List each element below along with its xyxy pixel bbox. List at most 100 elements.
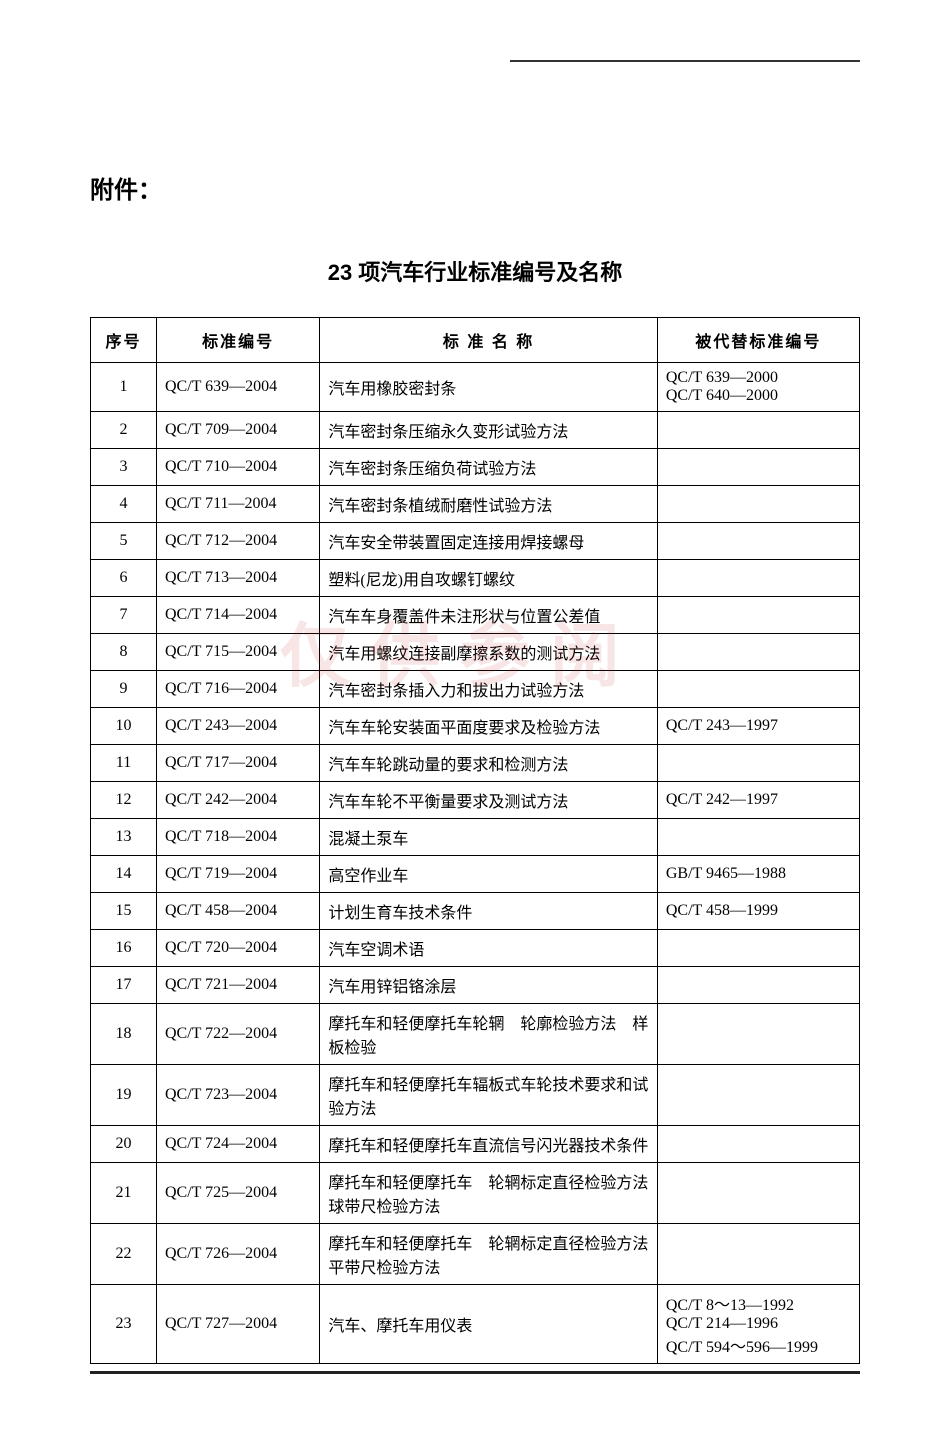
cell-code: QC/T 712—2004: [156, 523, 319, 560]
cell-name: 汽车、摩托车用仪表: [320, 1285, 658, 1364]
cell-replaced: [657, 819, 859, 856]
table-row: 23QC/T 727—2004汽车、摩托车用仪表QC/T 8～13—1992 Q…: [91, 1285, 860, 1364]
cell-code: QC/T 711—2004: [156, 486, 319, 523]
cell-replaced: [657, 930, 859, 967]
table-row: 11QC/T 717—2004汽车车轮跳动量的要求和检测方法: [91, 745, 860, 782]
cell-code: QC/T 715—2004: [156, 634, 319, 671]
cell-code: QC/T 724—2004: [156, 1126, 319, 1163]
bottom-rule: [90, 1371, 860, 1374]
cell-seq: 2: [91, 412, 157, 449]
cell-seq: 10: [91, 708, 157, 745]
table-row: 18QC/T 722—2004摩托车和轻便摩托车轮辋 轮廓检验方法 样板检验: [91, 1004, 860, 1065]
table-row: 7QC/T 714—2004汽车车身覆盖件未注形状与位置公差值: [91, 597, 860, 634]
cell-replaced: GB/T 9465—1988: [657, 856, 859, 893]
cell-code: QC/T 727—2004: [156, 1285, 319, 1364]
cell-code: QC/T 726—2004: [156, 1224, 319, 1285]
table-row: 16QC/T 720—2004汽车空调术语: [91, 930, 860, 967]
cell-name: 汽车车轮跳动量的要求和检测方法: [320, 745, 658, 782]
cell-name: 汽车密封条插入力和拔出力试验方法: [320, 671, 658, 708]
cell-replaced: QC/T 243—1997: [657, 708, 859, 745]
col-header-seq: 序号: [91, 318, 157, 363]
cell-replaced: [657, 671, 859, 708]
cell-code: QC/T 718—2004: [156, 819, 319, 856]
cell-seq: 20: [91, 1126, 157, 1163]
table-row: 1QC/T 639—2004汽车用橡胶密封条QC/T 639—2000 QC/T…: [91, 363, 860, 412]
col-header-name: 标 准 名 称: [320, 318, 658, 363]
standards-table: 序号 标准编号 标 准 名 称 被代替标准编号 1QC/T 639—2004汽车…: [90, 317, 860, 1364]
cell-replaced: [657, 745, 859, 782]
cell-code: QC/T 458—2004: [156, 893, 319, 930]
cell-code: QC/T 725—2004: [156, 1163, 319, 1224]
cell-replaced: [657, 1004, 859, 1065]
cell-name: 摩托车和轻便摩托车直流信号闪光器技术条件: [320, 1126, 658, 1163]
cell-code: QC/T 639—2004: [156, 363, 319, 412]
cell-seq: 23: [91, 1285, 157, 1364]
cell-name: 高空作业车: [320, 856, 658, 893]
cell-seq: 9: [91, 671, 157, 708]
table-row: 17QC/T 721—2004汽车用锌铝铬涂层: [91, 967, 860, 1004]
cell-replaced: [657, 1224, 859, 1285]
cell-code: QC/T 722—2004: [156, 1004, 319, 1065]
cell-seq: 1: [91, 363, 157, 412]
cell-replaced: [657, 1065, 859, 1126]
cell-name: 混凝土泵车: [320, 819, 658, 856]
cell-replaced: [657, 634, 859, 671]
table-row: 4QC/T 711—2004汽车密封条植绒耐磨性试验方法: [91, 486, 860, 523]
table-row: 15QC/T 458—2004计划生育车技术条件QC/T 458—1999: [91, 893, 860, 930]
table-row: 12QC/T 242—2004汽车车轮不平衡量要求及测试方法QC/T 242—1…: [91, 782, 860, 819]
cell-name: 汽车空调术语: [320, 930, 658, 967]
table-row: 19QC/T 723—2004摩托车和轻便摩托车辐板式车轮技术要求和试验方法: [91, 1065, 860, 1126]
cell-replaced: QC/T 8～13—1992 QC/T 214—1996 QC/T 594～59…: [657, 1285, 859, 1364]
cell-code: QC/T 716—2004: [156, 671, 319, 708]
cell-name: 汽车车轮安装面平面度要求及检验方法: [320, 708, 658, 745]
cell-name: 汽车密封条植绒耐磨性试验方法: [320, 486, 658, 523]
table-row: 14QC/T 719—2004高空作业车GB/T 9465—1988: [91, 856, 860, 893]
cell-name: 汽车车轮不平衡量要求及测试方法: [320, 782, 658, 819]
cell-replaced: [657, 486, 859, 523]
cell-name: 塑料(尼龙)用自攻螺钉螺纹: [320, 560, 658, 597]
cell-name: 汽车密封条压缩永久变形试验方法: [320, 412, 658, 449]
cell-replaced: QC/T 458—1999: [657, 893, 859, 930]
cell-replaced: [657, 412, 859, 449]
cell-seq: 22: [91, 1224, 157, 1285]
cell-seq: 14: [91, 856, 157, 893]
page: 附件： 23 项汽车行业标准编号及名称 仅供参阅 序号 标准编号 标 准 名 称…: [0, 0, 950, 1444]
table-row: 5QC/T 712—2004汽车安全带装置固定连接用焊接螺母: [91, 523, 860, 560]
cell-seq: 21: [91, 1163, 157, 1224]
cell-replaced: QC/T 639—2000 QC/T 640—2000: [657, 363, 859, 412]
table-row: 20QC/T 724—2004摩托车和轻便摩托车直流信号闪光器技术条件: [91, 1126, 860, 1163]
cell-code: QC/T 713—2004: [156, 560, 319, 597]
cell-seq: 13: [91, 819, 157, 856]
cell-replaced: [657, 449, 859, 486]
cell-seq: 17: [91, 967, 157, 1004]
table-row: 3QC/T 710—2004汽车密封条压缩负荷试验方法: [91, 449, 860, 486]
cell-name: 汽车密封条压缩负荷试验方法: [320, 449, 658, 486]
cell-name: 摩托车和轻便摩托车辐板式车轮技术要求和试验方法: [320, 1065, 658, 1126]
cell-seq: 8: [91, 634, 157, 671]
table-row: 9QC/T 716—2004汽车密封条插入力和拔出力试验方法: [91, 671, 860, 708]
cell-code: QC/T 242—2004: [156, 782, 319, 819]
table-row: 6QC/T 713—2004塑料(尼龙)用自攻螺钉螺纹: [91, 560, 860, 597]
cell-code: QC/T 710—2004: [156, 449, 319, 486]
table-row: 10QC/T 243—2004汽车车轮安装面平面度要求及检验方法QC/T 243…: [91, 708, 860, 745]
cell-name: 汽车用橡胶密封条: [320, 363, 658, 412]
cell-code: QC/T 719—2004: [156, 856, 319, 893]
cell-code: QC/T 243—2004: [156, 708, 319, 745]
cell-seq: 6: [91, 560, 157, 597]
cell-name: 摩托车和轻便摩托车 轮辋标定直径检验方法 平带尺检验方法: [320, 1224, 658, 1285]
table-row: 22QC/T 726—2004摩托车和轻便摩托车 轮辋标定直径检验方法 平带尺检…: [91, 1224, 860, 1285]
cell-name: 汽车安全带装置固定连接用焊接螺母: [320, 523, 658, 560]
cell-code: QC/T 723—2004: [156, 1065, 319, 1126]
cell-name: 摩托车和轻便摩托车 轮辋标定直径检验方法 球带尺检验方法: [320, 1163, 658, 1224]
cell-seq: 5: [91, 523, 157, 560]
cell-replaced: [657, 967, 859, 1004]
cell-replaced: [657, 1126, 859, 1163]
cell-seq: 16: [91, 930, 157, 967]
col-header-replaced: 被代替标准编号: [657, 318, 859, 363]
cell-replaced: QC/T 242—1997: [657, 782, 859, 819]
cell-replaced: [657, 1163, 859, 1224]
cell-seq: 19: [91, 1065, 157, 1126]
cell-replaced: [657, 523, 859, 560]
cell-seq: 4: [91, 486, 157, 523]
cell-code: QC/T 717—2004: [156, 745, 319, 782]
